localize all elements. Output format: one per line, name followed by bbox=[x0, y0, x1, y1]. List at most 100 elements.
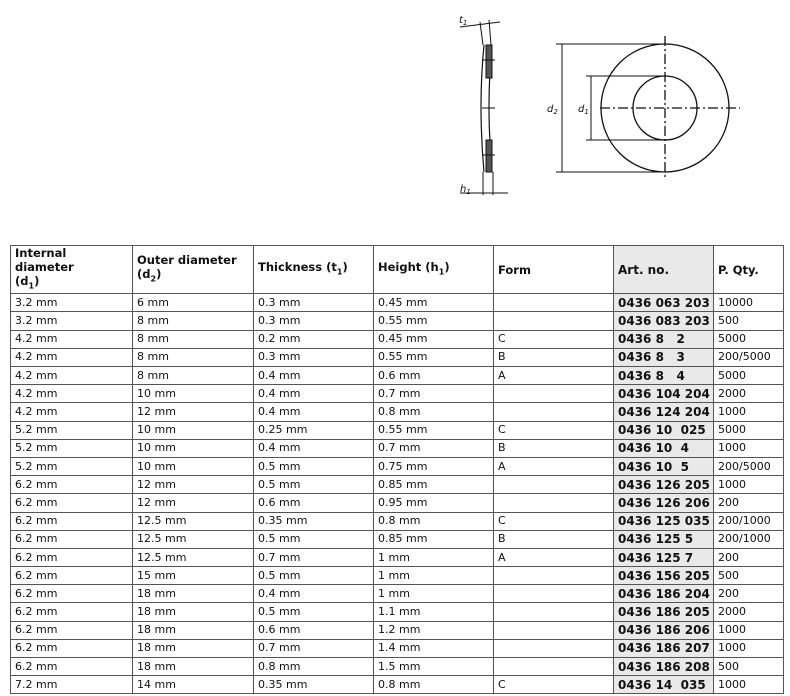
cell-thickness: 0.3 mm bbox=[253, 293, 374, 313]
cell-form: B bbox=[493, 347, 614, 368]
cell-form: B bbox=[493, 529, 614, 549]
cell-art-no: 0436 125 5 bbox=[613, 529, 714, 549]
cell-p-qty: 5000 bbox=[713, 366, 784, 386]
cell-height: 1 mm bbox=[373, 584, 494, 604]
cell-outer-diameter: 18 mm bbox=[132, 620, 254, 640]
cell-outer-diameter: 8 mm bbox=[132, 311, 254, 331]
cell-thickness: 0.7 mm bbox=[253, 638, 374, 659]
cell-thickness: 0.5 mm bbox=[253, 475, 374, 495]
cell-height: 0.8 mm bbox=[373, 675, 494, 695]
table-row: 7.2 mm 14 mm 0.35 mm 0.8 mm C 0436 14 035 1000 bbox=[10, 675, 784, 695]
cell-outer-diameter: 8 mm bbox=[132, 366, 254, 386]
cell-internal-diameter: 7.2 mm bbox=[10, 675, 133, 695]
cell-internal-diameter: 6.2 mm bbox=[10, 566, 133, 586]
cell-art-no: 0436 125 035 bbox=[613, 511, 714, 531]
cell-internal-diameter: 6.2 mm bbox=[10, 584, 133, 604]
cell-art-no: 0436 124 204 bbox=[613, 402, 714, 422]
cell-internal-diameter: 6.2 mm bbox=[10, 511, 133, 531]
table-row: 6.2 mm 12.5 mm 0.35 mm 0.8 mm C 0436 125 035 2… bbox=[10, 511, 784, 531]
cell-form: B bbox=[493, 438, 614, 458]
cell-outer-diameter: 12 mm bbox=[132, 402, 254, 422]
table-row: 6.2 mm 18 mm 0.6 mm 1.2 mm 0436 186 206 1000 bbox=[10, 620, 784, 640]
cell-art-no: 0436 8 4 bbox=[613, 366, 714, 386]
cell-internal-diameter: 6.2 mm bbox=[10, 657, 133, 677]
cell-thickness: 0.4 mm bbox=[253, 402, 374, 422]
cell-height: 1.5 mm bbox=[373, 657, 494, 677]
cell-outer-diameter: 18 mm bbox=[132, 657, 254, 677]
cell-outer-diameter: 12.5 mm bbox=[132, 529, 254, 549]
cell-height: 1.4 mm bbox=[373, 638, 494, 659]
cell-height: 0.7 mm bbox=[373, 438, 494, 458]
cell-p-qty: 1000 bbox=[713, 638, 784, 659]
header-p-qty: P. Qty. bbox=[713, 244, 784, 295]
cell-height: 1 mm bbox=[373, 547, 494, 568]
cell-p-qty: 200/5000 bbox=[713, 347, 784, 368]
cell-outer-diameter: 15 mm bbox=[132, 566, 254, 586]
cell-internal-diameter: 4.2 mm bbox=[10, 402, 133, 422]
cell-internal-diameter: 5.2 mm bbox=[10, 420, 133, 440]
cell-outer-diameter: 8 mm bbox=[132, 329, 254, 349]
table-row: 6.2 mm 15 mm 0.5 mm 1 mm 0436 156 205 500 bbox=[10, 566, 784, 586]
cell-outer-diameter: 18 mm bbox=[132, 638, 254, 659]
cell-thickness: 0.6 mm bbox=[253, 493, 374, 513]
cell-p-qty: 200 bbox=[713, 547, 784, 568]
cell-thickness: 0.4 mm bbox=[253, 584, 374, 604]
table-row: 4.2 mm 8 mm 0.2 mm 0.45 mm C 0436 8 2 5000 bbox=[10, 329, 784, 349]
cell-form bbox=[493, 638, 614, 659]
cell-height: 0.8 mm bbox=[373, 402, 494, 422]
table-row: 6.2 mm 12 mm 0.5 mm 0.85 mm 0436 126 205 1000 bbox=[10, 475, 784, 495]
cell-art-no: 0436 10 5 bbox=[613, 456, 714, 477]
table-row: 6.2 mm 18 mm 0.8 mm 1.5 mm 0436 186 208 500 bbox=[10, 657, 784, 677]
cell-height: 0.85 mm bbox=[373, 529, 494, 549]
header-form: Form bbox=[493, 244, 614, 295]
table-row: 4.2 mm 8 mm 0.3 mm 0.55 mm B 0436 8 3 200/5000 bbox=[10, 347, 784, 368]
cell-internal-diameter: 4.2 mm bbox=[10, 366, 133, 386]
cell-art-no: 0436 156 205 bbox=[613, 566, 714, 586]
cell-form bbox=[493, 584, 614, 604]
d1-label: d1 bbox=[578, 104, 589, 116]
cell-thickness: 0.2 mm bbox=[253, 329, 374, 349]
table-row: 6.2 mm 18 mm 0.5 mm 1.1 mm 0436 186 205 2000 bbox=[10, 602, 784, 622]
cell-art-no: 0436 186 204 bbox=[613, 584, 714, 604]
cell-thickness: 0.3 mm bbox=[253, 311, 374, 331]
cell-thickness: 0.5 mm bbox=[253, 602, 374, 622]
cell-thickness: 0.25 mm bbox=[253, 420, 374, 440]
cell-art-no: 0436 10 025 bbox=[613, 420, 714, 440]
cell-p-qty: 200/5000 bbox=[713, 456, 784, 477]
cell-p-qty: 5000 bbox=[713, 329, 784, 349]
cell-p-qty: 200 bbox=[713, 493, 784, 513]
cell-outer-diameter: 12 mm bbox=[132, 493, 254, 513]
cell-p-qty: 5000 bbox=[713, 420, 784, 440]
cell-outer-diameter: 12.5 mm bbox=[132, 511, 254, 531]
cell-internal-diameter: 5.2 mm bbox=[10, 438, 133, 458]
cell-outer-diameter: 6 mm bbox=[132, 293, 254, 313]
cell-internal-diameter: 6.2 mm bbox=[10, 493, 133, 513]
cell-thickness: 0.4 mm bbox=[253, 384, 374, 404]
cell-thickness: 0.35 mm bbox=[253, 675, 374, 695]
cell-art-no: 0436 186 207 bbox=[613, 638, 714, 659]
cell-outer-diameter: 10 mm bbox=[132, 384, 254, 404]
cell-internal-diameter: 3.2 mm bbox=[10, 293, 133, 313]
header-internal-diameter: Internal diameter (d1) bbox=[10, 244, 133, 295]
cell-outer-diameter: 8 mm bbox=[132, 347, 254, 368]
cell-form bbox=[493, 493, 614, 513]
cell-height: 0.95 mm bbox=[373, 493, 494, 513]
table-row: 4.2 mm 12 mm 0.4 mm 0.8 mm 0436 124 204 1000 bbox=[10, 402, 784, 422]
t1-label: t1 bbox=[459, 15, 467, 27]
cell-height: 0.45 mm bbox=[373, 329, 494, 349]
cell-p-qty: 500 bbox=[713, 311, 784, 331]
cell-outer-diameter: 12.5 mm bbox=[132, 547, 254, 568]
table-row: 6.2 mm 12.5 mm 0.5 mm 0.85 mm B 0436 125 5 200… bbox=[10, 529, 784, 549]
table-row: 6.2 mm 18 mm 0.7 mm 1.4 mm 0436 186 207 1000 bbox=[10, 638, 784, 659]
cell-art-no: 0436 14 035 bbox=[613, 675, 714, 695]
cell-thickness: 0.5 mm bbox=[253, 456, 374, 477]
cell-internal-diameter: 6.2 mm bbox=[10, 620, 133, 640]
cell-thickness: 0.4 mm bbox=[253, 366, 374, 386]
cell-internal-diameter: 4.2 mm bbox=[10, 329, 133, 349]
washer-front-view bbox=[556, 36, 740, 180]
cell-form: C bbox=[493, 420, 614, 440]
cell-height: 0.85 mm bbox=[373, 475, 494, 495]
cell-art-no: 0436 126 206 bbox=[613, 493, 714, 513]
cell-form bbox=[493, 311, 614, 331]
cell-p-qty: 1000 bbox=[713, 675, 784, 695]
